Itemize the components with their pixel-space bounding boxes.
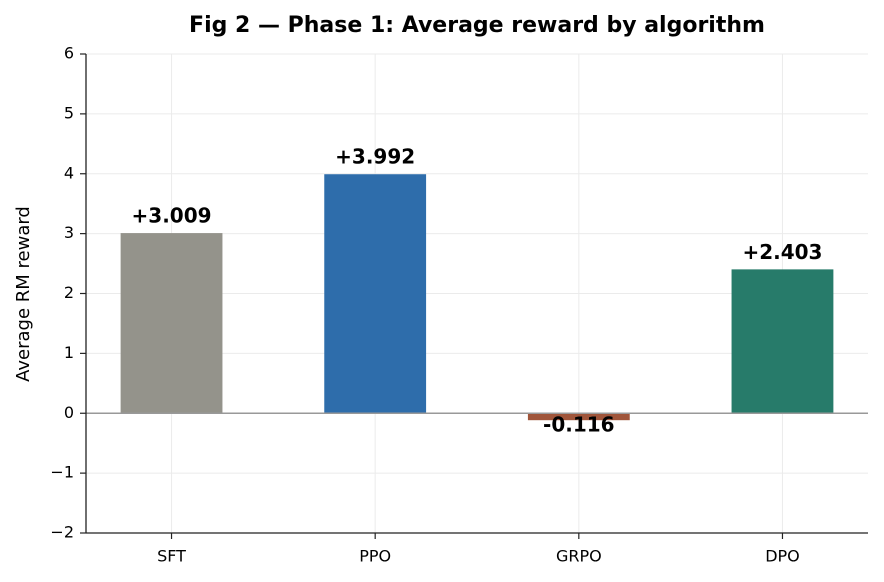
value-label: +3.009 (132, 204, 212, 228)
bar (527, 413, 630, 421)
y-tick-label: 4 (64, 163, 74, 182)
y-tick-label: 2 (64, 283, 74, 302)
y-tick-label: 6 (64, 44, 74, 63)
y-tick-label: 5 (64, 103, 74, 122)
bar (731, 269, 834, 414)
y-tick-label: 3 (64, 223, 74, 242)
value-label: +2.403 (742, 240, 822, 264)
value-label: -0.116 (543, 413, 615, 437)
x-tick-label: PPO (359, 547, 391, 566)
x-tick-label: DPO (765, 547, 800, 566)
x-tick-label: GRPO (556, 547, 602, 566)
y-tick-label: 0 (64, 403, 74, 422)
bar (120, 233, 223, 414)
chart-title: Fig 2 — Phase 1: Average reward by algor… (189, 13, 765, 38)
y-tick-label: −1 (50, 463, 74, 482)
y-tick-label: 1 (64, 343, 74, 362)
y-tick-label: −2 (50, 523, 74, 542)
bar (324, 174, 427, 414)
x-tick-label: SFT (157, 547, 186, 566)
value-label: +3.992 (335, 145, 415, 169)
y-axis-label: Average RM reward (13, 206, 34, 382)
